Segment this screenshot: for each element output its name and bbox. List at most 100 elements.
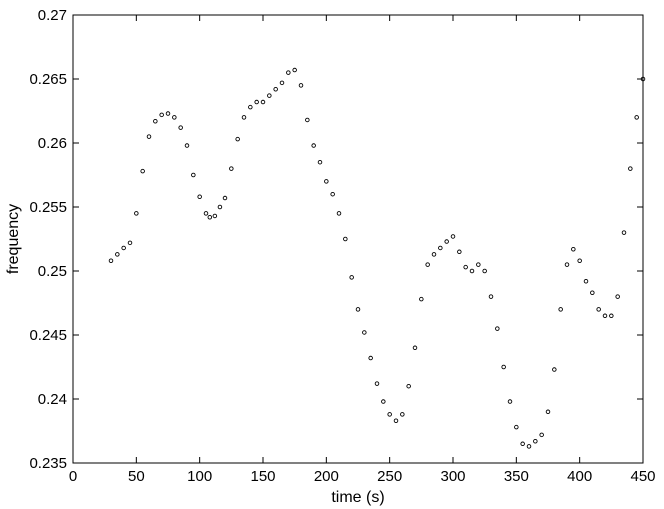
data-point [558,307,563,312]
data-point [577,258,582,264]
data-point [457,249,462,255]
data-point [419,296,424,302]
data-point [217,204,223,210]
data-points [108,67,646,449]
data-point [317,159,323,165]
x-axis-ticks: 0 50 100 150 200 250 300 350 400 450 [69,15,656,485]
data-point [431,252,437,257]
data-point [634,115,639,120]
x-tick-label: 0 [69,468,77,485]
x-tick-label: 50 [128,468,145,485]
data-point [178,125,183,130]
data-point [444,239,449,244]
data-point [393,418,399,424]
data-point [311,143,316,148]
x-tick-label: 300 [440,468,465,485]
data-point [590,290,595,296]
data-point [212,213,218,219]
data-point [191,172,196,178]
data-point [203,211,209,216]
data-point [267,93,272,98]
data-point [520,441,525,447]
data-point [184,143,190,148]
y-tick-label: 0.26 [38,135,67,152]
data-point [583,278,589,284]
data-point [640,76,646,82]
data-point [596,307,601,312]
data-point [387,412,392,417]
data-point [628,166,633,171]
data-point [463,264,468,270]
data-point [425,262,430,267]
data-point [324,179,329,184]
data-point [248,104,253,110]
data-point [127,240,133,246]
data-point [292,67,297,73]
data-point [495,326,500,331]
data-point [533,438,538,444]
y-axis-ticks: 0.235 0.24 0.245 0.25 0.255 0.26 0.265 0.27 [29,7,643,472]
data-point [260,99,266,105]
plot-area [72,14,644,464]
data-point [330,191,335,197]
data-point [298,83,304,88]
y-tick-label: 0.235 [29,455,67,472]
data-point [235,136,240,142]
data-point [305,117,310,123]
data-point [254,99,259,105]
data-point [146,134,152,139]
data-point [501,364,506,370]
x-tick-label: 100 [187,468,212,485]
y-tick-label: 0.25 [38,263,67,280]
x-axis-label: time (s) [331,489,384,506]
data-point [159,112,164,118]
data-point [539,432,544,438]
data-point [336,211,342,216]
data-point [406,383,411,389]
data-point [400,412,405,417]
data-point [571,246,576,252]
data-point [368,355,373,361]
data-point [514,424,519,430]
data-point [355,307,361,312]
y-tick-label: 0.27 [38,7,67,24]
y-axis-label: frequency [5,204,22,274]
data-point [273,86,278,92]
data-point [349,275,354,280]
data-point [621,230,627,235]
data-point [140,168,145,174]
y-tick-label: 0.24 [38,391,67,408]
data-point [526,444,532,449]
data-point [279,80,285,86]
data-point [374,381,380,386]
data-point [362,330,367,335]
data-point [241,115,247,120]
data-point [482,268,487,274]
data-point [488,294,494,299]
x-tick-label: 250 [377,468,402,485]
data-point [381,399,386,404]
data-point [115,252,120,257]
data-point [197,194,202,200]
data-point [450,234,456,239]
x-tick-label: 400 [567,468,592,485]
data-point [207,214,213,220]
x-tick-label: 450 [630,468,655,485]
data-point [545,409,551,415]
data-point [134,211,139,216]
x-tick-label: 150 [250,468,275,485]
data-point [165,111,171,116]
y-tick-label: 0.265 [29,71,67,88]
data-point [153,118,158,124]
data-point [564,262,570,267]
data-point [476,262,481,267]
data-point [507,399,513,404]
x-tick-label: 350 [504,468,529,485]
data-point [438,245,443,251]
data-point [552,367,557,372]
data-point [615,294,620,299]
data-point [286,70,291,75]
data-point [469,268,475,274]
data-point [343,236,348,242]
